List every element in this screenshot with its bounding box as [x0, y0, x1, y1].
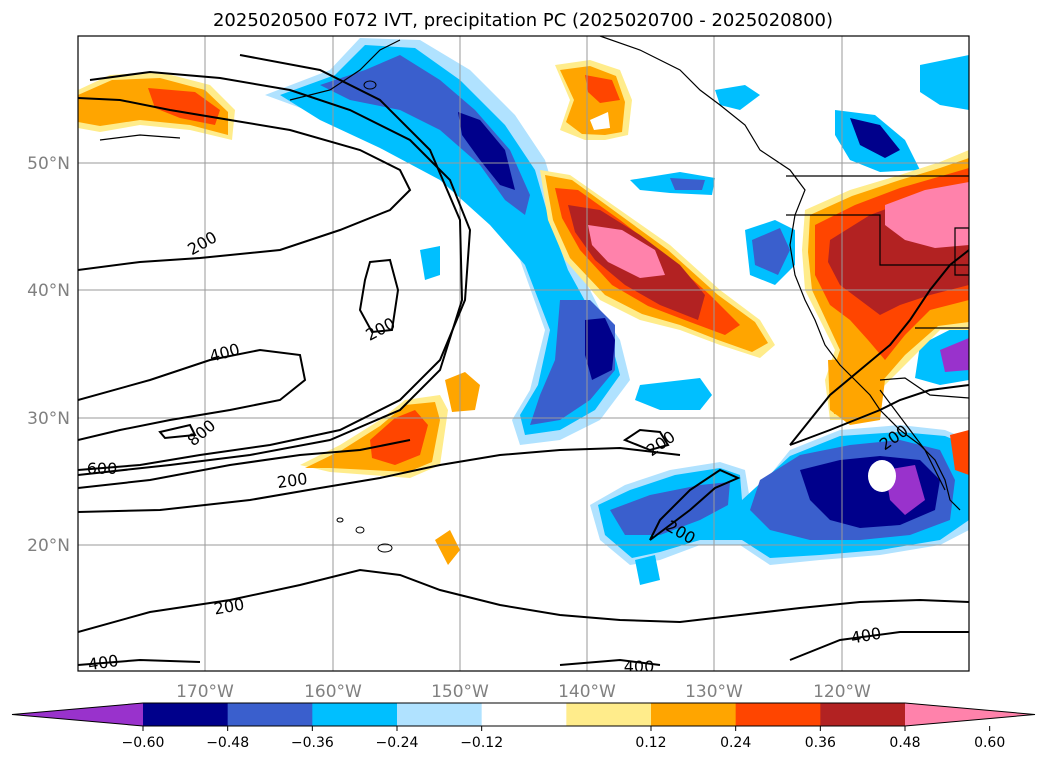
- colorbar-tick-label: 0.24: [720, 735, 751, 751]
- contour-200-outer: [78, 70, 472, 471]
- colorbar-tick-label: −0.60: [122, 735, 165, 751]
- border-us-mexico: [879, 377, 969, 399]
- lon-label: 150°W: [431, 682, 489, 702]
- colorbar-tick-label: 0.12: [635, 735, 666, 751]
- ivt-contours: [78, 54, 969, 666]
- precip-royal-patch-2: [752, 228, 790, 275]
- colorbar-tick-label: 0.60: [974, 735, 1005, 751]
- precip-orange-patch-3: [435, 530, 460, 565]
- coastline-aleutians: [289, 39, 401, 101]
- lat-label: 20°N: [27, 536, 70, 556]
- map-frame: [77, 35, 970, 672]
- lat-labels: 50°N 40°N 30°N 20°N: [27, 154, 70, 556]
- precip-pink-central: [588, 225, 665, 278]
- lon-label: 170°W: [176, 682, 234, 702]
- precip-navy-patch-4: [850, 118, 900, 158]
- contour-200-inner: [78, 54, 464, 476]
- coastlines: [99, 36, 969, 511]
- precip-sky-patch-9: [635, 555, 660, 585]
- lat-label: 40°N: [27, 281, 70, 301]
- lon-label: 140°W: [558, 682, 616, 702]
- precip-orange-patch-2: [445, 372, 480, 412]
- lat-label: 30°N: [27, 409, 70, 429]
- precip-orange-red-north: [585, 75, 620, 103]
- island-alaska: [363, 80, 377, 90]
- map-panel: 200 200 400 800 600 200 200 200 200 400 …: [77, 35, 970, 676]
- contour-coast-2: [789, 249, 969, 446]
- colorbar-bin: [820, 703, 906, 726]
- lat-label: 50°N: [27, 154, 70, 174]
- colorbar-bin: [481, 703, 567, 726]
- colorbar-bin: [312, 703, 398, 726]
- contour-label: 400: [624, 657, 655, 676]
- map-title: 2025020500 F072 IVT, precipitation PC (2…: [213, 10, 833, 31]
- contour-label: 400: [87, 651, 120, 674]
- colorbar-tick-label: 0.48: [889, 735, 920, 751]
- contour-coast-1: [789, 384, 969, 446]
- contour-400-se: [789, 631, 969, 661]
- precip-neg-extreme-patch-8: [940, 338, 969, 372]
- border-states: [786, 214, 969, 266]
- colorbar-tick-label: −0.24: [376, 735, 419, 751]
- lon-label: 120°W: [813, 682, 871, 702]
- coastline-alaska: [99, 134, 181, 141]
- precip-orange-red-subtrop: [370, 410, 428, 465]
- contour-200-small: [622, 428, 670, 452]
- colorbar-bin: [566, 703, 652, 726]
- precip-navy-ne: [458, 112, 515, 190]
- coastline-na-west: [599, 36, 961, 511]
- colorbar-bin: [735, 703, 821, 726]
- precip-royal-patch-1: [670, 178, 705, 190]
- border-state-box: [954, 227, 969, 276]
- contour-label: 600: [87, 459, 118, 478]
- colorbar-extend-max: [905, 703, 1035, 726]
- precip-hole-north: [590, 112, 610, 130]
- island-hawaii-2: [355, 526, 365, 534]
- colorbar-tick-label: 0.36: [805, 735, 836, 751]
- precip-orange-red-patch-baja: [950, 430, 969, 475]
- precip-sky-patch-3: [715, 85, 760, 110]
- contour-400-sw: [78, 658, 201, 666]
- contour-label: 200: [276, 469, 309, 492]
- lon-label: 130°W: [685, 682, 743, 702]
- contour-200-deep-south: [78, 568, 969, 633]
- contour-400: [78, 348, 307, 441]
- colorbar-tick-label: −0.36: [291, 735, 334, 751]
- colorbar-tick-label: −0.12: [460, 735, 503, 751]
- contour-ring-1: [78, 97, 412, 271]
- lon-label: 160°W: [304, 682, 362, 702]
- colorbar-bin: [143, 703, 229, 726]
- precip-sky-patch-6: [635, 378, 712, 410]
- colorbar-bin: [397, 703, 483, 726]
- island-hawaii-1: [377, 543, 393, 553]
- precip-pink-coast: [885, 182, 969, 248]
- colorbar-tick-label: −0.48: [206, 735, 249, 751]
- precip-fields: [78, 38, 969, 585]
- island-hawaii-3: [336, 517, 344, 523]
- islands: [336, 80, 393, 553]
- precip-royal-ne: [320, 55, 530, 215]
- precip-sky-patch-7: [420, 246, 440, 280]
- colorbar: −0.60 −0.48 −0.36 −0.24 −0.12 0.12 0.24 0.36 0.4…: [11, 702, 1036, 751]
- colorbar-extend-min: [12, 703, 143, 726]
- contour-200-se: [649, 468, 741, 541]
- precip-sky-patch-5: [920, 55, 969, 110]
- colorbar-bin: [227, 703, 313, 726]
- contour-600: [78, 439, 411, 489]
- lon-labels: 170°W 160°W 150°W 140°W 130°W 120°W: [176, 682, 871, 702]
- contour-800: [158, 423, 197, 440]
- colorbar-bin: [651, 703, 737, 726]
- precip-hole-se: [868, 460, 896, 492]
- precip-navy-mid: [585, 318, 615, 380]
- precip-royal-se-west: [610, 482, 730, 535]
- contour-200-south: [78, 446, 681, 513]
- coastline-baja: [879, 389, 946, 491]
- contour-400-s: [559, 658, 661, 666]
- contour-200-closed: [358, 258, 400, 334]
